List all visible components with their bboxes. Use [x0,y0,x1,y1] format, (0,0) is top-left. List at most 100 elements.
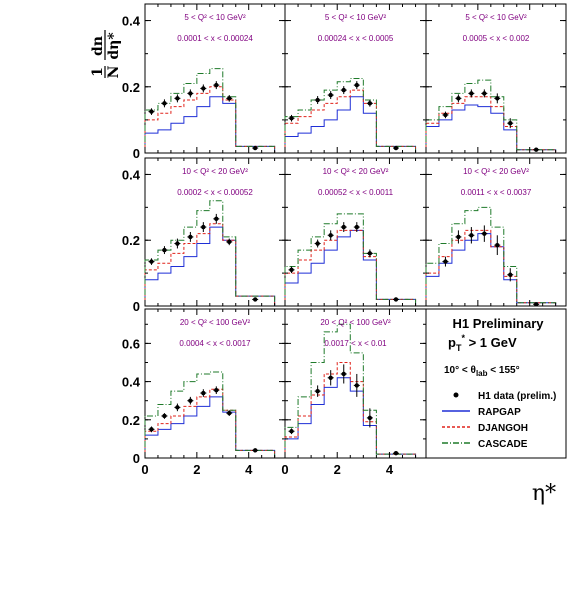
histogram-cascade [284,78,417,153]
data-point [354,224,360,230]
data-point [201,86,206,91]
y-tick-label: 0 [133,299,140,314]
y-axis-label: 1 Ndn dη* [90,30,122,78]
data-point [508,272,513,277]
y-tick-label: 0.2 [122,80,140,95]
data-point [482,91,487,96]
histogram-cascade [284,213,417,306]
data-point [289,116,294,121]
panel-frame [425,3,567,154]
panel-frame [284,308,427,459]
q2-cut-label: 10 < Q² < 20 GeV² [463,167,529,176]
x-tick-label: 4 [245,462,253,477]
theta-cut-sub: lab [476,369,488,378]
data-point [227,96,232,101]
x-tick-label: 0 [281,462,288,477]
panel-frame [144,308,286,459]
legend-entry: CASCADE [478,439,528,450]
y-tick-label: 0.2 [122,413,140,428]
data-point [482,231,487,236]
legend-title: H1 Preliminary [452,316,544,331]
histogram-cascade [425,79,557,153]
panel-2: 5 < Q² < 10 GeV² 0.00024 < x < 0.0005 [284,3,427,154]
x-tick-label: 2 [334,462,341,477]
theta-cut-post: < 155° [488,365,520,376]
x-cut-label: 0.0011 < x < 0.0037 [461,188,532,197]
panel-3: 5 < Q² < 10 GeV² 0.0005 < x < 0.002 [425,3,567,154]
data-point [328,375,333,380]
data-point [252,448,258,453]
data-point [469,91,474,96]
data-point [214,82,219,88]
legend-frame [425,308,567,459]
histogram-rapgap [284,229,417,306]
x-cut-label: 0.0005 < x < 0.002 [463,34,530,43]
data-point [175,405,180,410]
data-point [214,216,219,222]
histogram-rapgap [144,226,276,306]
q2-cut-label: 5 < Q² < 10 GeV² [325,13,387,22]
data-point [533,302,539,307]
y-tick-label: 0.4 [122,167,141,182]
y-tick-label: 0.6 [122,336,140,351]
x-cut-label: 0.0001 < x < 0.00024 [177,34,253,43]
panel-7: 0 0.2 0.4 0.6 20 < Q² < 100 GeV² 0.0004 < x <… [122,308,286,466]
y-label-den: N [106,65,122,78]
panel-6: 10 < Q² < 20 GeV² 0.0011 < x < 0.0037 [425,157,567,307]
data-point [188,234,193,240]
histogram-rapgap [284,377,417,458]
data-point [341,87,346,93]
panel-frame [144,157,286,307]
data-point [533,147,539,152]
data-point [214,387,219,393]
data-point [393,145,399,151]
panel-frame [144,3,286,154]
y-tick-label: 0 [133,146,140,161]
data-point [252,145,258,151]
histogram-djangoh [284,229,417,306]
data-point [175,96,180,101]
y-tick-label: 0 [133,451,140,466]
legend-entry: H1 data (prelim.) [478,391,556,402]
data-point [495,242,500,248]
data-point [315,241,320,246]
histogram-cascade [144,371,276,458]
y-tick-label: 0.2 [122,233,140,248]
data-point [315,97,320,103]
histogram-rapgap [425,233,557,306]
data-point [354,82,360,88]
data-point [328,92,333,98]
data-point [341,371,346,377]
data-point [341,224,346,230]
data-point [443,112,448,118]
data-point [162,247,167,253]
data-point [315,388,320,394]
histogram-rapgap [284,96,417,153]
x-tick-label: 2 [193,462,200,477]
histogram-cascade [284,323,417,458]
pt-cut-sup: * [461,333,465,343]
data-point [456,96,461,101]
data-point [252,297,258,302]
panel-8: 20 < Q² < 100 GeV² 0.0017 < x < 0.01 [284,308,427,459]
data-point [149,427,154,432]
panel-5: 10 < Q² < 20 GeV² 0.00052 < x < 0.0011 [284,157,427,307]
histogram-djangoh [425,96,557,153]
data-point [354,383,360,388]
legend-panel: H1 Preliminary pT* > 1 GeV 10° < θlab < 15… [425,308,567,459]
data-point [328,233,333,238]
x-cut-label: 0.0002 < x < 0.00052 [177,188,253,197]
histogram-djangoh [425,229,557,306]
data-point [162,413,167,419]
q2-cut-label: 20 < Q² < 100 GeV² [320,318,391,327]
data-point [456,234,461,240]
data-point [393,297,399,302]
data-point [149,259,154,264]
y-label-num: 1 [90,67,106,77]
data-point [227,410,232,416]
legend-marker-data [453,392,459,398]
theta-cut-pre: 10° < θ [444,365,476,376]
legend-entry: RAPGAP [478,407,521,418]
data-point [162,101,167,106]
